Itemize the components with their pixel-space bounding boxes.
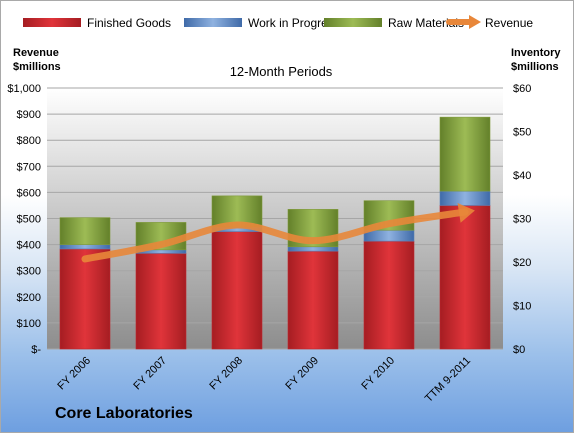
x-axis-tick-label: FY 2008 <box>207 355 245 393</box>
left-axis-title-line2: $millions <box>13 61 61 73</box>
revenue-line-path <box>81 208 469 263</box>
legend-label-work-in-progress: Work in Progress <box>248 16 340 30</box>
revenue-line <box>81 203 475 263</box>
left-axis-tick-label: $100 <box>17 318 41 330</box>
left-axis-tick-label: $800 <box>17 135 41 147</box>
right-axis-tick-label: $40 <box>513 170 531 182</box>
bar-work-in-progress-fy-2006 <box>59 244 111 250</box>
right-axis-tick-label: $0 <box>513 344 525 356</box>
chart-subtitle: 12-Month Periods <box>230 64 333 79</box>
x-axis-tick-label: FY 2007 <box>131 355 169 393</box>
right-axis-title-line2: $millions <box>511 61 559 73</box>
legend-label-revenue: Revenue <box>485 16 533 30</box>
right-axis-title-line1: Inventory <box>511 47 561 59</box>
legend-label-finished-goods: Finished Goods <box>87 16 171 30</box>
bar-finished-goods-fy-2007 <box>135 253 187 350</box>
right-axis-tick-label: $60 <box>513 83 531 95</box>
right-axis-tick-label: $30 <box>513 214 531 226</box>
right-axis-ticks: $0 $10 $20 $30 $40 $50 $60 <box>513 83 531 356</box>
x-axis-tick-label: FY 2009 <box>283 355 321 393</box>
legend-swatch-revenue <box>446 15 481 29</box>
left-axis-tick-label: $- <box>31 344 41 356</box>
bar-finished-goods-fy-2006 <box>59 248 111 350</box>
legend-label-raw-materials: Raw Materials <box>388 16 464 30</box>
bars <box>59 116 491 350</box>
bar-finished-goods-fy-2008 <box>211 231 263 350</box>
left-axis-tick-label: $300 <box>17 266 41 278</box>
x-axis-ticks: FY 2006 FY 2007 FY 2008 FY 2009 FY 2010 TTM 9… <box>55 355 473 405</box>
bar-work-in-progress-ttm-9-2011 <box>439 190 491 206</box>
company-name: Core Laboratories <box>55 405 193 422</box>
right-axis-tick-label: $20 <box>513 257 531 269</box>
bar-work-in-progress-fy-2009 <box>287 246 339 252</box>
bar-raw-materials-ttm-9-2011 <box>439 116 491 192</box>
right-axis-tick-label: $50 <box>513 127 531 139</box>
left-axis-ticks: $- $100 $200 $300 $400 $500 $600 $700 $800 $900 $1… <box>7 83 41 356</box>
x-axis-tick-label: FY 2010 <box>359 355 397 393</box>
x-axis-tick-label: TTM 9-2011 <box>423 355 473 405</box>
left-axis-tick-label: $500 <box>17 214 41 226</box>
revenue-line-arrowhead <box>457 203 475 223</box>
left-axis-tick-label: $700 <box>17 161 41 173</box>
legend-swatch-work-in-progress <box>184 18 242 27</box>
bar-finished-goods-fy-2010 <box>363 240 415 350</box>
left-axis-tick-label: $600 <box>17 187 41 199</box>
gridlines <box>47 87 503 350</box>
left-axis-title-line1: Revenue <box>13 47 59 59</box>
bar-finished-goods-fy-2009 <box>287 250 339 350</box>
right-axis-tick-label: $10 <box>513 301 531 313</box>
bar-raw-materials-fy-2006 <box>59 217 111 245</box>
bar-finished-goods-ttm-9-2011 <box>439 205 491 350</box>
bar-work-in-progress-fy-2010 <box>363 229 415 242</box>
left-axis-tick-label: $900 <box>17 109 41 121</box>
x-axis-tick-label: FY 2006 <box>55 355 93 393</box>
legend-swatch-raw-materials <box>324 18 382 27</box>
legend-swatch-finished-goods <box>23 18 81 27</box>
left-axis-tick-label: $200 <box>17 292 41 304</box>
legend: Finished Goods Work in Progress Raw Mate… <box>23 15 533 30</box>
left-axis-tick-label: $1,000 <box>7 83 41 95</box>
left-axis-tick-label: $400 <box>17 240 41 252</box>
